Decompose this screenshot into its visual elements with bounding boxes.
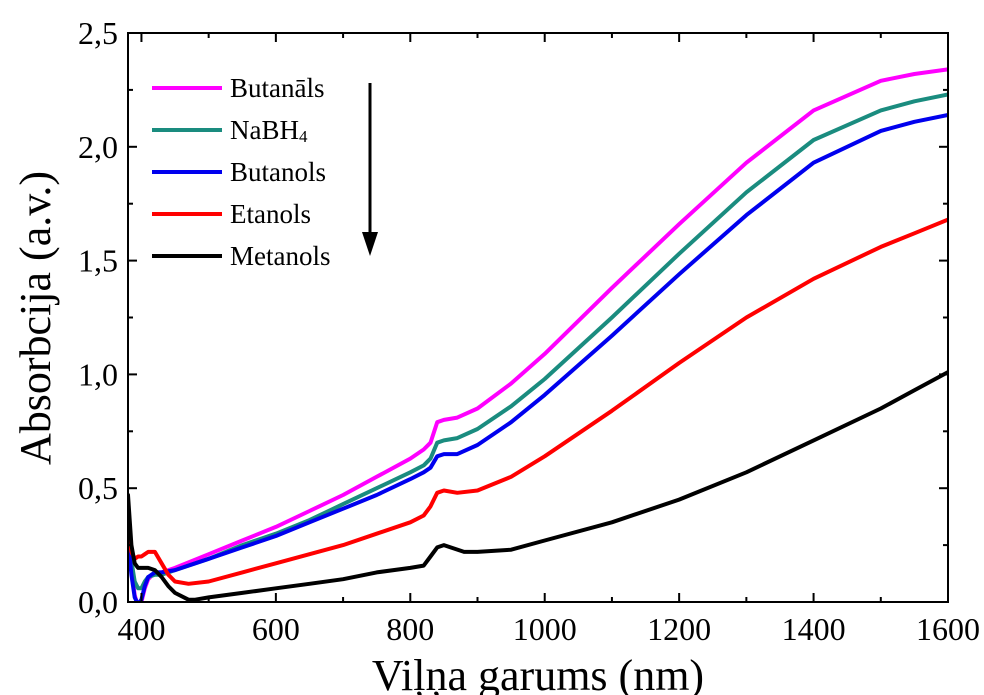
legend-label-text: NaBH	[230, 115, 299, 145]
legend-label-subscript: 4	[299, 127, 308, 146]
x-tick-label: 1400	[782, 611, 846, 647]
series-line-1	[128, 67, 948, 602]
ticks-layer: 400 600 800 1000 1200 1400 1600 0,0 0,5 1,0 1,5 2,0…	[78, 15, 980, 647]
x-tick-label: 1200	[647, 611, 711, 647]
legend-label: NaBH4	[230, 115, 308, 146]
y-tick-label: 1,0	[78, 356, 118, 392]
legend-label-text: Etanols	[230, 199, 311, 229]
legend-label-text: Butanāls	[230, 73, 325, 103]
legend: Butanāls NaBH4 Butanols Etanols Metanols	[152, 73, 378, 271]
legend-label: Butanols	[230, 157, 326, 187]
legend-label-text: Butanols	[230, 157, 326, 187]
legend-label: Metanols	[230, 241, 331, 271]
x-tick-label: 800	[386, 611, 434, 647]
x-tick-label: 1600	[916, 611, 980, 647]
legend-label: Butanāls	[230, 73, 325, 103]
series-line-5	[128, 370, 948, 602]
x-tick-label: 1000	[513, 611, 577, 647]
x-tick-label: 600	[252, 611, 300, 647]
legend-label: Etanols	[230, 199, 311, 229]
y-tick-label: 0,5	[78, 470, 118, 506]
x-axis-title: Viļņa garums (nm)	[372, 651, 704, 695]
x-tick-label: 400	[117, 611, 165, 647]
legend-label-text: Metanols	[230, 241, 331, 271]
y-tick-label: 2,5	[78, 15, 118, 51]
series-line-3	[128, 112, 948, 602]
y-axis-title: Absorbcija (a.v.)	[11, 171, 60, 465]
y-tick-label: 0,0	[78, 584, 118, 620]
legend-arrow-head	[362, 232, 378, 256]
y-tick-label: 2,0	[78, 129, 118, 165]
series-layer	[128, 67, 948, 602]
series-line-4	[128, 217, 948, 586]
y-tick-label: 1,5	[78, 243, 118, 279]
